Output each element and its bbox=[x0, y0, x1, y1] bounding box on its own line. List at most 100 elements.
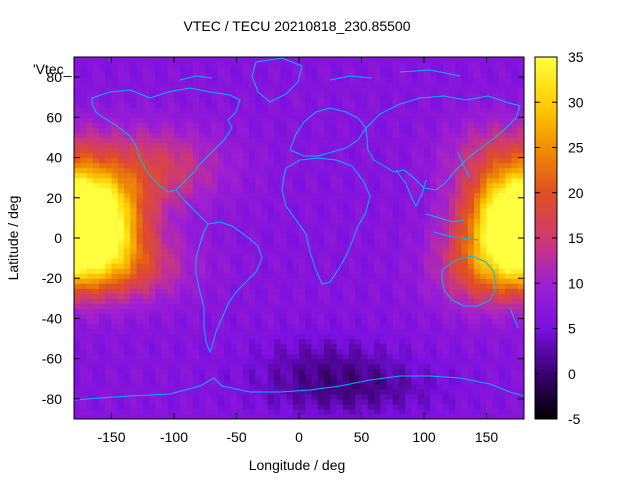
heatmap-cell bbox=[399, 333, 406, 340]
heatmap-cell bbox=[505, 408, 513, 415]
heatmap-cell bbox=[461, 248, 469, 254]
heatmap-cell bbox=[455, 232, 463, 239]
heatmap-cell bbox=[342, 102, 350, 108]
heatmap-cell bbox=[492, 57, 500, 63]
heatmap-cell bbox=[286, 288, 294, 294]
heatmap-cell bbox=[130, 383, 138, 390]
heatmap-cell bbox=[80, 318, 88, 325]
heatmap-cell bbox=[92, 293, 100, 299]
heatmap-cell bbox=[480, 318, 488, 325]
heatmap-cell bbox=[286, 67, 294, 73]
heatmap-cell bbox=[186, 378, 194, 385]
heatmap-cell bbox=[192, 132, 200, 139]
heatmap-cell bbox=[399, 268, 406, 274]
heatmap-cell bbox=[136, 77, 144, 83]
heatmap-cell bbox=[349, 263, 356, 269]
heatmap-cell bbox=[392, 62, 400, 68]
heatmap-cell bbox=[99, 393, 106, 400]
heatmap-cell bbox=[336, 72, 344, 78]
heatmap-cell bbox=[167, 192, 175, 199]
heatmap-cell bbox=[99, 107, 106, 113]
heatmap-cell bbox=[280, 403, 288, 410]
heatmap-cell bbox=[467, 207, 475, 214]
heatmap-cell bbox=[174, 197, 181, 204]
heatmap-cell bbox=[386, 152, 394, 159]
heatmap-cell bbox=[330, 102, 338, 108]
heatmap-cell bbox=[386, 403, 394, 410]
heatmap-cell bbox=[174, 318, 181, 325]
heatmap-cell bbox=[117, 288, 125, 294]
heatmap-cell bbox=[130, 248, 138, 254]
heatmap-cell bbox=[317, 383, 325, 390]
heatmap-cell bbox=[274, 182, 281, 189]
heatmap-cell bbox=[311, 403, 319, 410]
heatmap-cell bbox=[92, 92, 100, 98]
heatmap-cell bbox=[336, 172, 344, 179]
heatmap-cell bbox=[124, 82, 131, 88]
heatmap-cell bbox=[449, 383, 456, 390]
heatmap-cell bbox=[467, 72, 475, 78]
heatmap-cell bbox=[224, 368, 231, 375]
heatmap-cell bbox=[255, 232, 263, 239]
heatmap-cell bbox=[311, 283, 319, 289]
heatmap-cell bbox=[374, 167, 381, 174]
heatmap-cell bbox=[392, 358, 400, 365]
heatmap-cell bbox=[211, 323, 219, 330]
heatmap-cell bbox=[217, 57, 225, 63]
heatmap-cell bbox=[374, 162, 381, 169]
heatmap-cell bbox=[74, 263, 81, 269]
heatmap-cell bbox=[430, 258, 438, 264]
heatmap-cell bbox=[399, 152, 406, 159]
heatmap-cell bbox=[311, 358, 319, 365]
heatmap-cell bbox=[342, 343, 350, 350]
heatmap-cell bbox=[411, 313, 419, 320]
heatmap-cell bbox=[436, 343, 444, 350]
heatmap-cell bbox=[405, 313, 413, 320]
heatmap-cell bbox=[261, 127, 269, 134]
heatmap-cell bbox=[392, 92, 400, 98]
heatmap-cell bbox=[249, 162, 256, 169]
heatmap-cell bbox=[392, 192, 400, 199]
heatmap-cell bbox=[80, 238, 88, 244]
heatmap-cell bbox=[92, 137, 100, 144]
heatmap-cell bbox=[280, 222, 288, 229]
heatmap-cell bbox=[411, 408, 419, 415]
heatmap-cell bbox=[449, 92, 456, 98]
heatmap-cell bbox=[217, 333, 225, 340]
heatmap-cell bbox=[367, 142, 375, 149]
heatmap-cell bbox=[124, 408, 131, 415]
heatmap-cell bbox=[192, 62, 200, 68]
heatmap-cell bbox=[242, 162, 250, 169]
heatmap-cell bbox=[261, 293, 269, 299]
heatmap-cell bbox=[105, 162, 113, 169]
heatmap-cell bbox=[149, 137, 156, 144]
heatmap-cell bbox=[261, 258, 269, 264]
heatmap-cell bbox=[480, 278, 488, 284]
heatmap-cell bbox=[317, 132, 325, 139]
heatmap-cell bbox=[286, 373, 294, 380]
heatmap-cell bbox=[155, 192, 163, 199]
heatmap-cell bbox=[424, 263, 431, 269]
heatmap-cell bbox=[330, 363, 338, 370]
heatmap-cell bbox=[161, 172, 169, 179]
heatmap-cell bbox=[380, 147, 388, 154]
heatmap-cell bbox=[474, 348, 481, 355]
heatmap-cell bbox=[411, 373, 419, 380]
heatmap-cell bbox=[205, 358, 213, 365]
heatmap-cell bbox=[455, 92, 463, 98]
heatmap-cell bbox=[474, 323, 481, 330]
heatmap-cell bbox=[342, 187, 350, 194]
heatmap-cell bbox=[167, 182, 175, 189]
heatmap-cell bbox=[99, 358, 106, 365]
heatmap-cell bbox=[417, 388, 425, 395]
heatmap-cell bbox=[130, 132, 138, 139]
heatmap-cell bbox=[86, 97, 94, 103]
heatmap-cell bbox=[286, 77, 294, 83]
heatmap-cell bbox=[461, 92, 469, 98]
heatmap-cell bbox=[305, 353, 313, 360]
heatmap-cell bbox=[486, 92, 494, 98]
heatmap-cell bbox=[130, 283, 138, 289]
heatmap-cell bbox=[199, 157, 206, 164]
heatmap-cell bbox=[399, 77, 406, 83]
heatmap-cell bbox=[186, 273, 194, 279]
